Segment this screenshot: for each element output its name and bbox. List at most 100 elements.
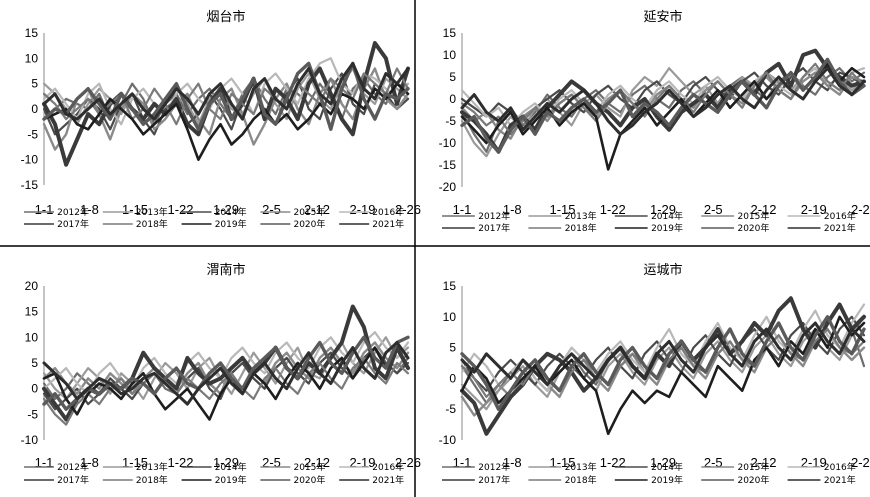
- legend-label: 2021年: [372, 218, 404, 230]
- x-tick-label: 2-26: [851, 455, 870, 470]
- x-tick-label: 1-29: [650, 455, 676, 470]
- y-tick-label: -10: [439, 433, 457, 447]
- series-line-2021年: [460, 66, 866, 136]
- legend-label: 2013年: [565, 210, 597, 222]
- legend-label: 2014年: [215, 461, 247, 473]
- x-tick-label: 2-19: [349, 202, 375, 217]
- series-line-2020年: [42, 61, 410, 131]
- series-line-2021年: [460, 321, 866, 387]
- series-line-2016年: [460, 303, 866, 392]
- legend-label: 2020年: [737, 474, 769, 486]
- legend-label: 2016年: [824, 210, 856, 222]
- series-line-2020年: [460, 57, 866, 154]
- legend-label: 2016年: [372, 206, 404, 218]
- y-tick-label: -10: [439, 136, 457, 150]
- x-tick-label: 2-12: [750, 455, 776, 470]
- series-line-2016年: [42, 57, 410, 126]
- legend-label: 2012年: [478, 210, 510, 222]
- legend-label: 2017年: [57, 474, 89, 486]
- legend-label: 2014年: [651, 461, 683, 473]
- x-tick-label: 1-15: [122, 202, 148, 217]
- series-line-2020年: [42, 335, 410, 411]
- chart-title: 渭南市: [206, 262, 245, 278]
- y-tick-label: -20: [439, 180, 457, 194]
- chart-title: 运城市: [643, 262, 682, 278]
- x-tick-label: 2-19: [801, 202, 827, 217]
- legend-label: 2017年: [478, 222, 510, 234]
- series-line-2021年: [42, 341, 410, 406]
- legend-label: 2013年: [565, 461, 597, 473]
- y-tick-label: 10: [25, 330, 39, 344]
- legend-label: 2017年: [478, 474, 510, 486]
- legend-label: 2014年: [651, 210, 683, 222]
- y-tick-label: 15: [25, 305, 39, 319]
- x-tick-label: 2-5: [704, 202, 723, 217]
- x-tick-label: 2-12: [304, 202, 330, 217]
- legend-label: 2017年: [57, 218, 89, 230]
- y-tick-label: -10: [21, 153, 39, 167]
- x-tick-label: 1-29: [213, 455, 239, 470]
- x-tick-label: 1-22: [600, 202, 626, 217]
- x-tick-label: 1-1: [35, 202, 54, 217]
- legend-label: 2019年: [215, 474, 247, 486]
- legend-label: 2018年: [565, 222, 597, 234]
- legend-label: 2019年: [651, 474, 683, 486]
- legend-label: 2012年: [478, 461, 510, 473]
- y-tick-label: -5: [27, 127, 38, 141]
- legend-label: 2015年: [293, 206, 325, 218]
- x-tick-label: 1-15: [549, 202, 575, 217]
- series-line-2018年: [42, 356, 410, 426]
- legend-label: 2015年: [737, 461, 769, 473]
- y-tick-label: -5: [445, 402, 456, 416]
- legend-label: 2013年: [136, 206, 168, 218]
- legend-label: 2012年: [57, 206, 89, 218]
- y-tick-label: 15: [25, 26, 39, 40]
- legend-label: 2013年: [136, 461, 168, 473]
- x-tick-label: 2-26: [395, 455, 421, 470]
- legend-label: 2021年: [824, 474, 856, 486]
- x-tick-label: 1-22: [167, 202, 193, 217]
- y-tick-label: 0: [31, 382, 38, 396]
- y-tick-label: 5: [31, 77, 38, 91]
- chart-panel-2: 延安市 15 10 5 0 -5 -10 -15 -20 1-1 1-8 1-15 1-22 1-29 2-…: [439, 9, 870, 234]
- chart-title: 延安市: [643, 9, 682, 25]
- legend-label: 2012年: [57, 461, 89, 473]
- legend-label: 2019年: [651, 222, 683, 234]
- legend-label: 2014年: [215, 206, 247, 218]
- x-tick-label: 2-26: [395, 202, 421, 217]
- x-tick-label: 1-8: [80, 202, 99, 217]
- x-tick-label: 1-8: [503, 202, 522, 217]
- y-tick-label: 15: [443, 279, 457, 293]
- x-tick-label: 1-8: [503, 455, 522, 470]
- y-tick-label: 0: [31, 102, 38, 116]
- y-tick-label: 15: [443, 26, 457, 40]
- x-tick-label: 2-12: [304, 455, 330, 470]
- series-line-2021年: [42, 61, 410, 121]
- legend-label: 2015年: [737, 210, 769, 222]
- y-tick-label: -15: [439, 158, 457, 172]
- y-tick-label: 10: [443, 310, 457, 324]
- chart-panel-1: 烟台市 15 10 5 0 -5 -10 -15 1-1 1-8 1-15 1-22 1-29 2-5 2-…: [21, 9, 421, 230]
- legend-label: 2020年: [293, 218, 325, 230]
- x-tick-label: 1-29: [650, 202, 676, 217]
- y-tick-label: 0: [449, 371, 456, 385]
- legend-label: 2020年: [293, 474, 325, 486]
- legend-label: 2018年: [136, 218, 168, 230]
- legend-label: 2018年: [565, 474, 597, 486]
- y-tick-label: 5: [31, 356, 38, 370]
- series-line-2018年: [460, 62, 866, 136]
- y-tick-label: -5: [445, 114, 456, 128]
- y-tick-label: -10: [21, 433, 39, 447]
- x-tick-label: 1-8: [80, 455, 99, 470]
- x-tick-label: 2-5: [262, 202, 281, 217]
- x-tick-label: 1-1: [453, 202, 472, 217]
- legend-label: 2020年: [737, 222, 769, 234]
- legend-label: 2018年: [136, 474, 168, 486]
- x-tick-label: 2-26: [851, 202, 870, 217]
- legend-label: 2019年: [215, 218, 247, 230]
- series-line-2019年: [42, 341, 410, 421]
- legend-label: 2021年: [824, 222, 856, 234]
- y-tick-label: -5: [27, 407, 38, 421]
